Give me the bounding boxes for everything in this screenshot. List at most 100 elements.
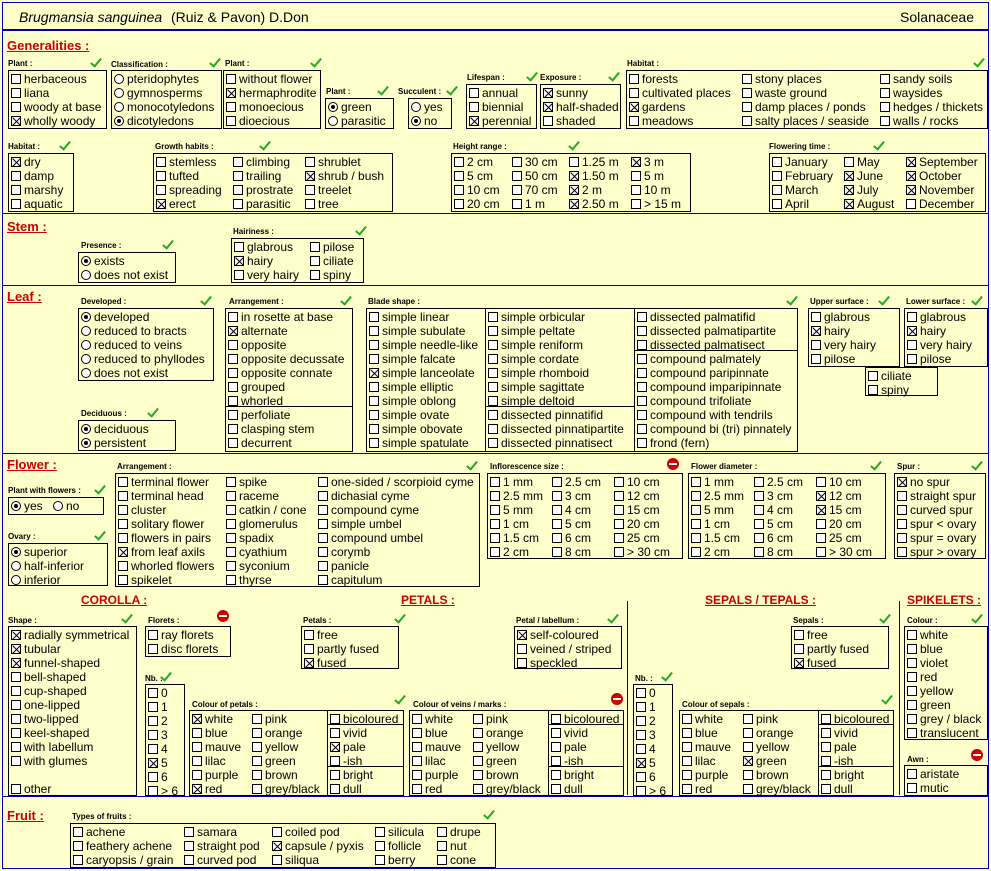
months-c-option-november[interactable]: November [906, 183, 974, 197]
months-c-option-october[interactable]: October [906, 169, 962, 183]
checkbox-10-cm[interactable] [816, 477, 826, 487]
cp-c-option-ish[interactable]: -ish [330, 754, 362, 768]
checkbox-pink[interactable] [473, 714, 483, 724]
checkbox-simple-elliptic[interactable] [369, 382, 379, 392]
checkbox-5-cm[interactable] [454, 171, 464, 181]
checkbox-12-cm[interactable] [816, 491, 826, 501]
developed-option-reduced-to-veins[interactable]: reduced to veins [81, 338, 182, 352]
checkbox-simple-oblong[interactable] [369, 396, 379, 406]
cs-b-option-brown[interactable]: brown [743, 768, 789, 782]
plant-flower-option-without-flower[interactable]: without flower [226, 72, 312, 86]
infl-a-option-1-5-cm[interactable]: 1.5 cm [490, 531, 539, 545]
checkbox-6[interactable] [148, 772, 158, 782]
height-c-option-1-50-m[interactable]: 1.50 m [569, 169, 619, 183]
deciduous-option-deciduous[interactable]: deciduous [81, 422, 149, 436]
checkbox-bell-shaped[interactable] [11, 672, 21, 682]
cp-a-option-mauve[interactable]: mauve [192, 740, 241, 754]
checkbox-april[interactable] [772, 199, 782, 209]
lifespan-option-perennial[interactable]: perennial [469, 114, 531, 128]
checkbox-ish[interactable] [821, 756, 831, 766]
cs-b-option-green[interactable]: green [743, 754, 787, 768]
checkbox-grey-black[interactable] [907, 714, 917, 724]
checkbox-aquatic[interactable] [11, 199, 21, 209]
fruit-a-option-feathery-achene[interactable]: feathery achene [73, 839, 172, 853]
checkbox-30-cm[interactable] [816, 547, 826, 557]
checkbox-very-hairy[interactable] [907, 340, 917, 350]
checkbox-4-cm[interactable] [552, 505, 562, 515]
fruit-e-option-cone[interactable]: cone [437, 853, 476, 867]
infl-c-option-20-cm[interactable]: 20 cm [614, 517, 660, 531]
spur-option-no-spur[interactable]: no spur [897, 475, 950, 489]
checkbox-achene[interactable] [73, 827, 83, 837]
nb-sepals-option-6[interactable]: 6 [636, 770, 656, 784]
ovary-option-superior[interactable]: superior [11, 545, 67, 559]
blade-b-option-simple-reniform[interactable]: simple reniform [488, 338, 583, 352]
radio-dicotyledons[interactable] [114, 116, 124, 126]
checkbox-red[interactable] [907, 672, 917, 682]
infl-c-option-30-cm[interactable]: > 30 cm [614, 545, 670, 559]
checkbox-capsule-pyxis[interactable] [272, 841, 282, 851]
habitat-a-option-gardens[interactable]: gardens [629, 100, 685, 114]
lifespan-option-annual[interactable]: annual [469, 86, 518, 100]
radio-reduced-to-phyllodes[interactable] [81, 354, 91, 364]
checkbox-thyrse[interactable] [226, 575, 236, 585]
checkbox-compound-umbel[interactable] [318, 533, 328, 543]
diam-b-option-3-cm[interactable]: 3 cm [754, 489, 793, 503]
infl-c-option-10-cm[interactable]: 10 cm [614, 475, 660, 489]
height-d-option-15-m[interactable]: > 15 m [631, 197, 681, 211]
nb-petals-option-5[interactable]: 5 [148, 756, 168, 770]
shape-other-option-other[interactable]: other [11, 782, 51, 796]
checkbox-simple-peltate[interactable] [488, 326, 498, 336]
cs-a-option-white[interactable]: white [682, 712, 723, 726]
checkbox-hairy[interactable] [907, 326, 917, 336]
sepals-option-fused[interactable]: fused [794, 656, 836, 670]
checkbox-blue[interactable] [907, 644, 917, 654]
diam-b-option-6-cm[interactable]: 6 cm [754, 531, 793, 545]
checkbox-treelet[interactable] [305, 185, 315, 195]
blade-c-option-dissected-palmatisect[interactable]: dissected palmatisect [637, 338, 765, 352]
growth-c-option-treelet[interactable]: treelet [305, 183, 351, 197]
hair-a-option-very-hairy[interactable]: very hairy [234, 268, 299, 282]
checkbox-2-5-mm[interactable] [691, 491, 701, 501]
cp-a-option-blue[interactable]: blue [192, 726, 228, 740]
diam-b-option-5-cm[interactable]: 5 cm [754, 517, 793, 531]
spur-option-spur-ovary[interactable]: spur < ovary [897, 517, 976, 531]
radio-inferior[interactable] [11, 575, 21, 585]
checkbox-brown[interactable] [743, 770, 753, 780]
succulent-option-no[interactable]: no [411, 114, 437, 128]
checkbox-spur-ovary[interactable] [897, 519, 907, 529]
checkbox-opposite[interactable] [228, 340, 238, 350]
plant-green-option-parasitic[interactable]: parasitic [328, 114, 386, 128]
months-a-option-january[interactable]: January [772, 155, 828, 169]
height-b-option-50-cm[interactable]: 50 cm [512, 169, 558, 183]
checkbox-climbing[interactable] [233, 157, 243, 167]
checkbox-1-cm[interactable] [490, 519, 500, 529]
checkbox-with-labellum[interactable] [11, 742, 21, 752]
checkbox-hermaphrodite[interactable] [226, 88, 236, 98]
checkbox-bright[interactable] [330, 770, 340, 780]
blade-a-option-simple-oblong[interactable]: simple oblong [369, 394, 456, 408]
farr-c-option-capitulum[interactable]: capitulum [318, 573, 382, 587]
checkbox-20-cm[interactable] [454, 199, 464, 209]
checkbox-catkin-cone[interactable] [226, 505, 236, 515]
surface-extra-option-spiny[interactable]: spiny [868, 383, 909, 397]
checkbox-5-cm[interactable] [754, 519, 764, 529]
checkbox-shrub-bush[interactable] [305, 171, 315, 181]
leaf-arr-b-option-decurrent[interactable]: decurrent [228, 436, 292, 450]
checkbox-caryopsis-grain[interactable] [73, 855, 83, 865]
nb-sepals-option-4[interactable]: 4 [636, 742, 656, 756]
farr-b-option-glomerulus[interactable]: glomerulus [226, 517, 298, 531]
checkbox-october[interactable] [906, 171, 916, 181]
checkbox-20-cm[interactable] [614, 519, 624, 529]
blade-b-option-simple-sagittate[interactable]: simple sagittate [488, 380, 584, 394]
height-b-option-1-m[interactable]: 1 m [512, 197, 545, 211]
months-a-option-april[interactable]: April [772, 197, 809, 211]
checkbox-ish[interactable] [330, 756, 340, 766]
checkbox-perennial[interactable] [469, 116, 479, 126]
checkbox-free[interactable] [794, 630, 804, 640]
spk-colour-option-blue[interactable]: blue [907, 642, 943, 656]
checkbox-simple-sagittate[interactable] [488, 382, 498, 392]
checkbox-sunny[interactable] [543, 88, 553, 98]
habitat-b-option-stony-places[interactable]: stony places [742, 72, 822, 86]
radio-exists[interactable] [81, 256, 91, 266]
